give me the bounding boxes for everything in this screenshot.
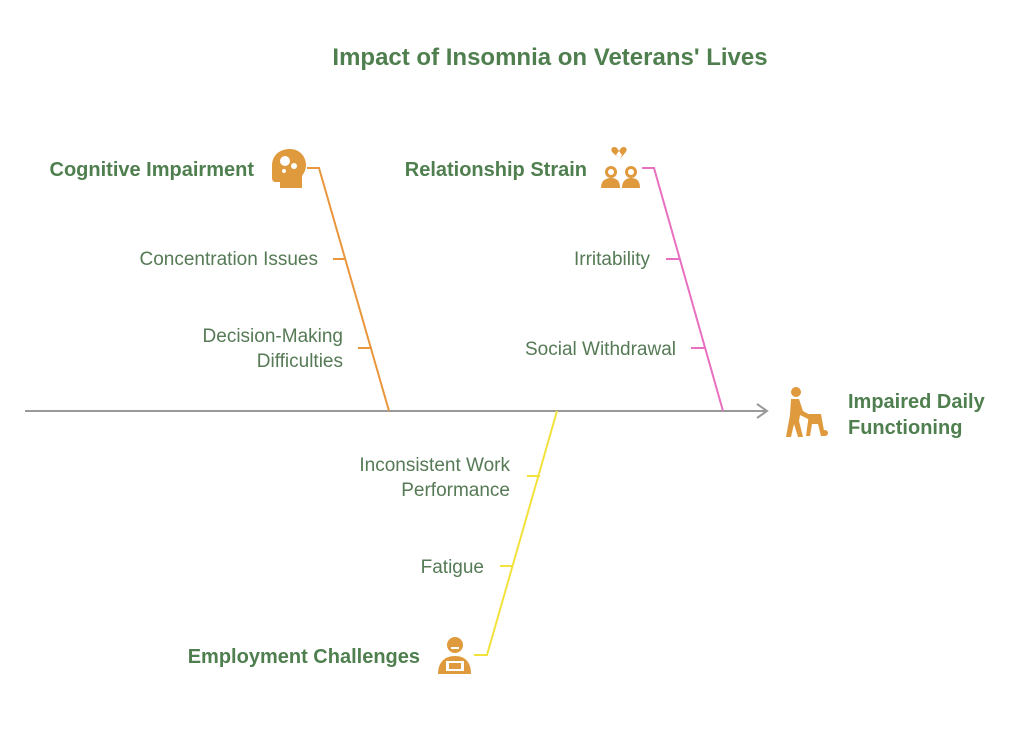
cause-social-withdrawal: Social Withdrawal <box>450 337 676 362</box>
cause-concentration: Concentration Issues <box>60 247 319 272</box>
bone-cognitive <box>307 167 390 412</box>
spine-arrowhead <box>756 403 769 419</box>
person-with-walker-icon <box>786 387 828 437</box>
cause-line: Fatigue <box>420 557 484 578</box>
cause-line: Performance <box>401 480 510 501</box>
bone-relationship <box>642 167 724 412</box>
cause-fatigue: Fatigue <box>350 555 484 580</box>
broken-heart-couple-icon <box>601 146 640 188</box>
worker-icon <box>438 637 471 674</box>
cause-decision-making: Decision-Making Difficulties <box>100 324 343 374</box>
brain-head-icon <box>272 149 306 188</box>
cause-line: Concentration Issues <box>139 249 319 270</box>
cause-line: Irritability <box>573 249 650 270</box>
cause-line: Decision-Making <box>202 326 343 347</box>
cause-inconsistent-work: Inconsistent Work Performance <box>280 453 510 503</box>
cause-irritability: Irritability <box>480 247 650 272</box>
category-relationship-label: Relationship Strain <box>404 159 587 181</box>
category-cognitive-label: Cognitive Impairment <box>49 159 254 181</box>
cause-line: Social Withdrawal <box>525 339 676 360</box>
cause-line: Inconsistent Work <box>359 455 510 476</box>
category-employment-label: Employment Challenges <box>187 646 420 668</box>
bone-employment <box>474 410 558 656</box>
effect-line-2: Functioning <box>848 417 963 439</box>
effect-line-1: Impaired Daily <box>848 391 985 413</box>
effect-label: Impaired Daily Functioning <box>848 389 1018 441</box>
diagram-title: Impact of Insomnia on Veterans' Lives <box>332 44 768 71</box>
cause-line: Difficulties <box>256 351 343 372</box>
